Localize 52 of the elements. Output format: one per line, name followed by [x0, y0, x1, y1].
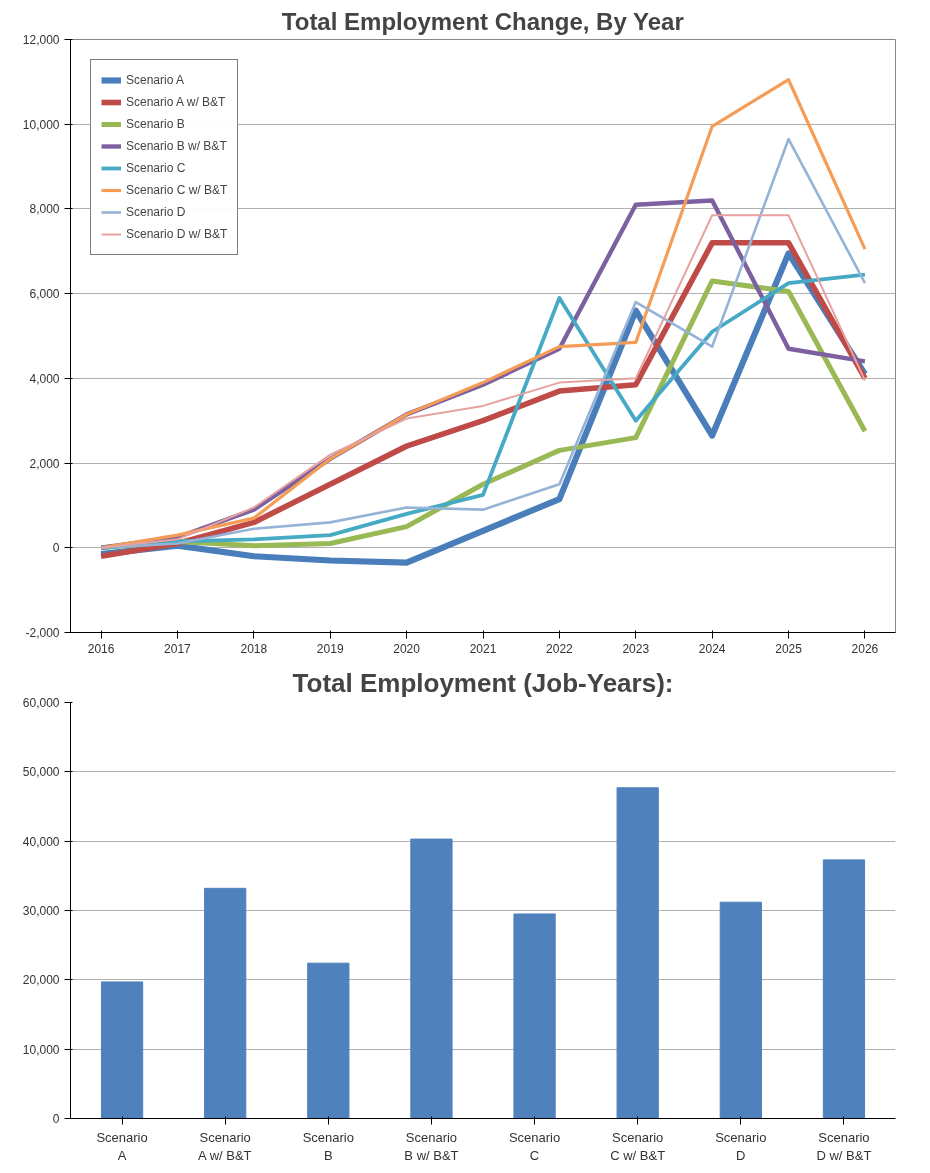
y-tick-label: 30,000 — [22, 904, 60, 918]
legend-label: Scenario B w/ B&T — [126, 139, 227, 153]
legend-label: Scenario B — [126, 117, 185, 131]
x-tick-label: 2019 — [316, 641, 344, 656]
bar — [719, 901, 762, 1119]
bar — [100, 981, 144, 1119]
legend-label: Scenario C w/ B&T — [126, 183, 228, 197]
legend-label: Scenario A w/ B&T — [126, 95, 226, 109]
x-tick-label: Scenario D — [715, 1129, 767, 1163]
y-tick-label: 8,000 — [29, 202, 60, 217]
x-tick-label: Scenario B — [302, 1129, 354, 1163]
y-tick-label: 40,000 — [22, 834, 60, 849]
x-tick-label: 2017 — [164, 641, 192, 656]
y-tick-label: 10,000 — [22, 117, 60, 132]
x-tick-label: 2023 — [622, 641, 650, 656]
y-tick-label: 0 — [52, 1112, 60, 1126]
x-tick-label: 2018 — [240, 641, 268, 656]
x-tick-label: 2021 — [469, 641, 497, 656]
y-tick-label: 12,000 — [22, 33, 60, 47]
x-tick-label: 2020 — [393, 641, 421, 656]
x-tick-label: Scenario A — [96, 1129, 148, 1163]
chart-title: Total Employment (Job-Years): — [292, 667, 674, 698]
x-tick-label: Scenario D w/ B&T — [816, 1129, 872, 1163]
bar — [513, 913, 556, 1119]
y-tick-label: 60,000 — [22, 696, 60, 710]
bar — [410, 838, 453, 1119]
y-tick-label: 2,000 — [29, 456, 60, 471]
y-tick-label: 50,000 — [22, 765, 60, 780]
y-tick-label: 0 — [52, 541, 60, 556]
x-tick-label: Scenario C w/ B&T — [610, 1129, 666, 1163]
x-tick-label: 2016 — [87, 641, 115, 656]
y-tick-label: 20,000 — [22, 973, 60, 988]
legend-label: Scenario D w/ B&T — [126, 227, 228, 241]
x-tick-label: Scenario B w/ B&T — [404, 1129, 459, 1163]
x-tick-label: 2025 — [775, 641, 803, 656]
bar — [204, 887, 247, 1119]
x-tick-label: 2026 — [851, 641, 879, 656]
y-tick-label: 10,000 — [22, 1042, 60, 1057]
y-tick-label: 6,000 — [29, 287, 60, 302]
bar — [616, 787, 659, 1119]
x-tick-label: Scenario A w/ B&T — [198, 1129, 252, 1163]
legend-label: Scenario D — [126, 205, 186, 219]
legend-label: Scenario A — [126, 73, 185, 87]
x-tick-label: 2022 — [546, 641, 574, 656]
x-tick-label: 2024 — [698, 641, 726, 656]
bar — [307, 962, 350, 1119]
y-tick-label: -2,000 — [25, 626, 60, 640]
bar — [822, 859, 866, 1119]
y-tick-label: 4,000 — [29, 371, 60, 386]
x-tick-label: Scenario C — [508, 1129, 561, 1163]
chart-title: Total Employment Change, By Year — [281, 7, 684, 35]
legend-label: Scenario C — [126, 161, 186, 175]
